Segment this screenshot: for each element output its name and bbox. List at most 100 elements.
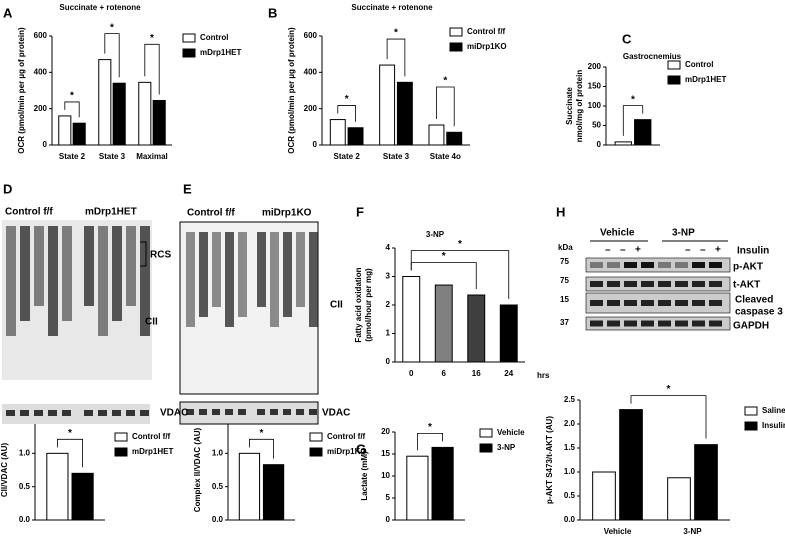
blot-band xyxy=(309,409,317,415)
blot-band xyxy=(225,409,233,415)
y-axis-label: OCR (pmol/min per µg of protein) xyxy=(17,27,26,154)
legend-label: Control f/f xyxy=(132,432,171,441)
bar xyxy=(396,81,413,146)
bar xyxy=(634,119,652,146)
legend-label: miDrp1KO xyxy=(327,447,367,456)
blot-band xyxy=(709,281,722,287)
y-tick-label: 600 xyxy=(304,31,318,40)
blot-band xyxy=(98,410,107,416)
panel-letter: C xyxy=(622,31,632,46)
blot-band xyxy=(641,300,654,306)
y-axis-label: Complex II/VDAC (AU) xyxy=(193,427,202,512)
blot-band xyxy=(590,300,603,306)
panel-letter: F xyxy=(356,204,364,219)
bar xyxy=(72,122,86,146)
y-tick-label: 600 xyxy=(34,31,48,40)
significance-bracket xyxy=(57,438,83,468)
blot-band xyxy=(34,410,43,416)
panel-letter: H xyxy=(556,204,565,219)
panel-letter: B xyxy=(268,5,277,20)
blot-band xyxy=(624,320,637,327)
blot-band xyxy=(624,300,637,306)
y-tick-label: 0 xyxy=(386,357,391,366)
blot-lane xyxy=(48,226,58,336)
blot-band xyxy=(126,410,135,416)
chart-panel: B Succinate + rotenone OCR (pmol/min per µ… xyxy=(268,3,507,161)
blot-band xyxy=(6,410,15,416)
bar xyxy=(428,124,445,146)
blot-lane xyxy=(212,232,221,307)
blot-band xyxy=(641,320,654,327)
blot-lane xyxy=(225,232,234,327)
significance-bracket xyxy=(417,433,443,451)
significance-star: * xyxy=(442,251,446,262)
blot-band xyxy=(692,281,705,287)
blot-band xyxy=(624,281,637,287)
panel-letter: E xyxy=(183,181,192,196)
y-tick-label: 100 xyxy=(588,101,602,110)
y-tick-label: 400 xyxy=(304,67,318,76)
blot-lane xyxy=(270,232,279,327)
x-tick-label: State 2 xyxy=(334,152,361,161)
y-axis-label: p-AKT S473/t-AKT (AU) xyxy=(545,416,554,504)
legend-swatch xyxy=(744,406,758,416)
blot-band xyxy=(62,410,71,416)
bar xyxy=(46,452,69,521)
blot-band xyxy=(212,409,220,415)
y-tick-label: 10 xyxy=(381,471,390,480)
y-tick-label: 1.0 xyxy=(564,467,576,476)
bar xyxy=(152,99,166,146)
x-tick-label: State 3 xyxy=(99,152,126,161)
legend-swatch xyxy=(479,428,493,438)
panel-letter: D xyxy=(3,181,12,196)
blot-band xyxy=(296,409,304,415)
bar xyxy=(499,304,518,363)
legend-swatch xyxy=(479,443,493,453)
bar xyxy=(431,446,454,521)
blot-band xyxy=(607,320,620,327)
blot-lane xyxy=(98,226,108,336)
legend-label: Control xyxy=(685,60,713,69)
blot-band xyxy=(709,262,722,268)
significance-bracket xyxy=(104,33,120,78)
blot-band xyxy=(658,262,671,268)
blot-band xyxy=(624,262,637,268)
blot-lane xyxy=(283,232,292,317)
blot-label: caspase 3 xyxy=(735,307,783,318)
blot-band xyxy=(590,320,603,327)
blot-label: 15 xyxy=(560,295,569,304)
y-tick-label: 200 xyxy=(588,62,602,71)
legend-label: mDrp1HET xyxy=(685,75,726,84)
blot-band xyxy=(675,281,688,287)
blot-label: Cleaved xyxy=(735,295,773,306)
blot-lane xyxy=(126,226,136,306)
blot-band xyxy=(590,281,603,287)
blot-label: Control f/f xyxy=(187,208,235,219)
rcs-bracket xyxy=(140,241,147,267)
blot-label: miDrp1KO xyxy=(262,208,312,219)
x-tick-label: 0 xyxy=(409,369,414,378)
significance-star: * xyxy=(667,384,671,395)
blot-label: – xyxy=(685,245,691,256)
chart-panel: p-AKT S473/t-AKT (AU) 0.0 0.5 1.0 1.5 2.0 2.5 V… xyxy=(545,384,785,536)
blot-label: – xyxy=(620,245,626,256)
chart-panel: C Gastrocnemius Succinate nmol/mg of protei… xyxy=(565,31,726,149)
blot-band xyxy=(692,300,705,306)
significance-star: * xyxy=(260,428,264,439)
blot-images xyxy=(2,220,731,425)
blot-band xyxy=(658,320,671,327)
x-tick-label: State 3 xyxy=(383,152,410,161)
significance-star: * xyxy=(68,428,72,439)
blot-band xyxy=(607,281,620,287)
y-axis-label: Succinate xyxy=(565,87,574,125)
y-axis-label: (pmol/hour per mg) xyxy=(364,268,373,342)
y-tick-label: 0.5 xyxy=(212,482,224,491)
bar xyxy=(614,141,632,146)
blot-band xyxy=(84,410,93,416)
blot-label: Control f/f xyxy=(5,207,53,218)
legend-label: Control f/f xyxy=(327,432,366,441)
x-tick-label: 3-NP xyxy=(683,527,702,536)
significance-bracket xyxy=(386,38,406,77)
legend-swatch xyxy=(114,447,128,457)
